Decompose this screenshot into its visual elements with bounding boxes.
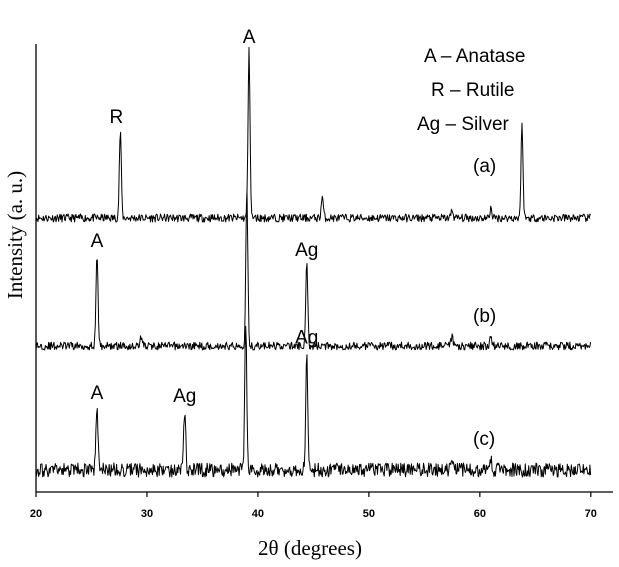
x-tick-label-50: 50 — [363, 508, 375, 520]
y-axis-title: Intensity (a. u.) — [3, 171, 27, 299]
x-tick-label-60: 60 — [474, 508, 486, 520]
x-tick-label-40: 40 — [252, 508, 264, 520]
peak-label-2-3: Ag — [295, 328, 318, 349]
traces — [35, 46, 592, 478]
legend-entry-silver: Ag – Silver — [417, 114, 510, 135]
peak-label-1-3: Ag — [295, 240, 318, 261]
series-line-0 — [35, 46, 592, 223]
series-line-2 — [35, 325, 592, 478]
peak-label-1-0: A — [91, 231, 104, 252]
peak-label-0-1: A — [243, 27, 256, 48]
legend: A – Anatase R – Rutile Ag – Silver — [417, 46, 525, 135]
series-label-1: (b) — [473, 306, 496, 327]
peak-labels: R A A Ag A Ag Ag — [91, 27, 319, 407]
x-axis-title: 2θ (degrees) — [258, 536, 362, 560]
peak-label-2-1: Ag — [173, 386, 196, 407]
peak-label-2-0: A — [91, 383, 104, 404]
x-tick-label-30: 30 — [141, 508, 153, 520]
x-tick-label-20: 20 — [30, 508, 42, 520]
series-line-1 — [35, 190, 592, 351]
legend-entry-rutile: R – Rutile — [431, 80, 514, 101]
x-ticks: 20 30 40 50 60 70 — [30, 492, 597, 520]
series-labels: (a) (b) (c) — [473, 156, 496, 450]
x-tick-label-70: 70 — [585, 508, 597, 520]
series-label-2: (c) — [473, 429, 495, 450]
peak-label-0-0: R — [109, 107, 123, 128]
series-label-0: (a) — [473, 156, 496, 177]
legend-entry-anatase: A – Anatase — [424, 46, 525, 67]
